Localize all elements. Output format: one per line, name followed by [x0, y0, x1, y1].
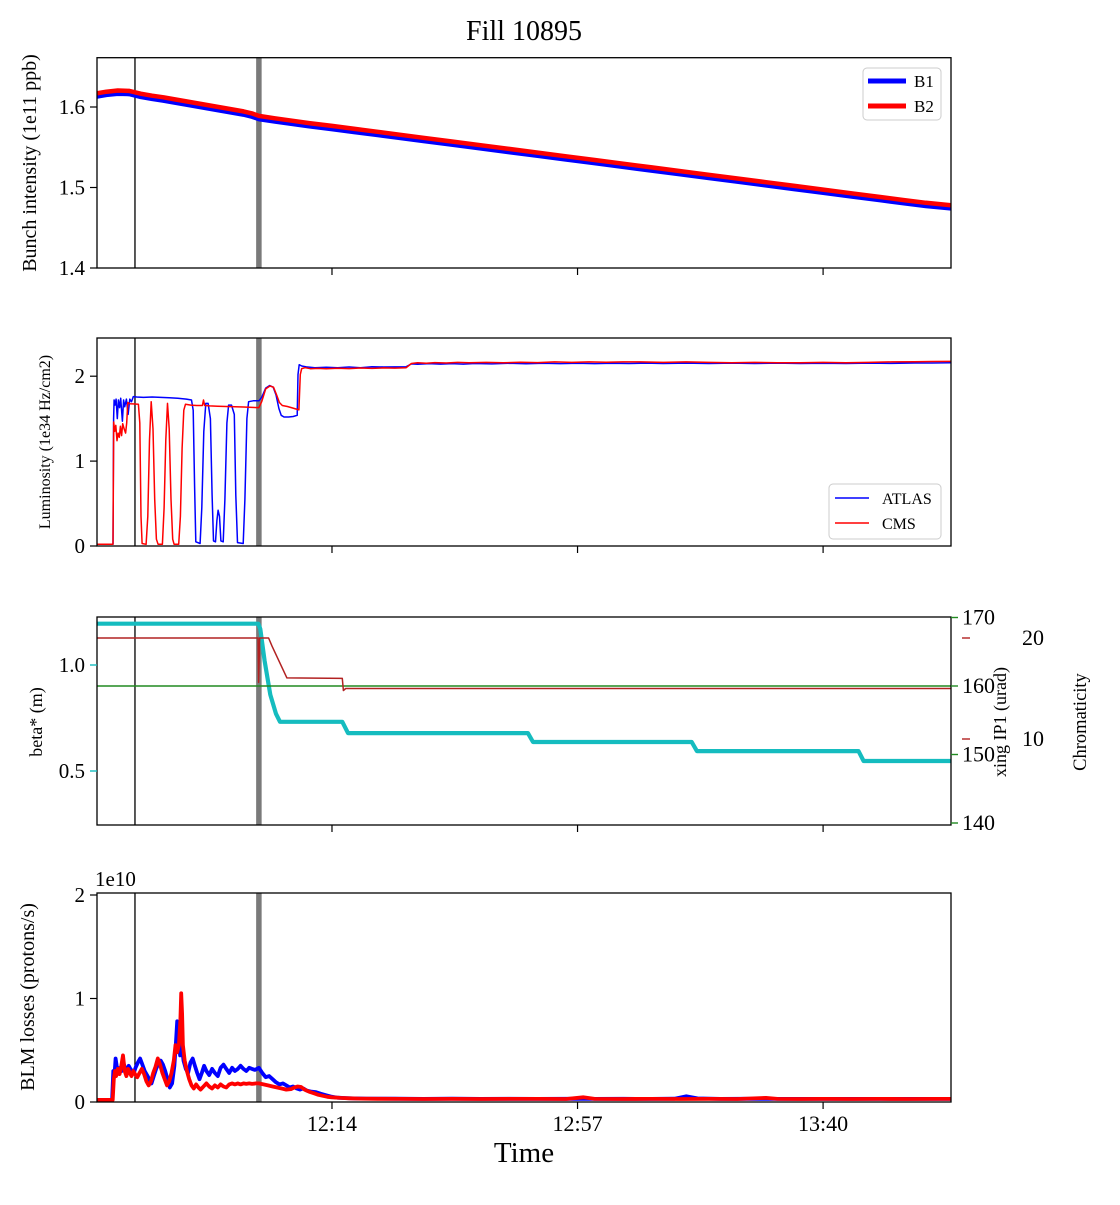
legend-intensity: B1 B2 — [862, 67, 942, 121]
x-tick-label: 13:40 — [798, 1111, 848, 1136]
x-tick-label: 12:57 — [552, 1111, 602, 1136]
y-tick-label-blm: 2 — [75, 883, 86, 907]
plot-frame-luminosity — [96, 337, 952, 547]
x-axis-label: Time — [494, 1137, 554, 1169]
x-tick-label: 12:14 — [307, 1111, 357, 1136]
y-tick-label-xing: 170 — [962, 605, 995, 630]
event-vlines — [134, 57, 262, 1102]
y-tick-label-xing: 150 — [962, 742, 995, 767]
legend-label-b2: B2 — [914, 97, 934, 116]
legend-label-atlas: ATLAS — [882, 491, 932, 508]
ylabel-xing-ip1: xing IP1 (urad) — [990, 667, 1011, 777]
series-B1 — [97, 91, 951, 211]
y-tick-label-beta: 1.0 — [59, 653, 85, 677]
chart-title: Fill 10895 — [466, 16, 582, 47]
legend-luminosity: ATLAS CMS — [828, 483, 942, 540]
legend-label-b1: B1 — [914, 72, 934, 91]
y-tick-label-blm: 0 — [75, 1090, 86, 1114]
y-tick-label-blm: 1 — [75, 987, 86, 1011]
ylabel-luminosity: Luminosity (1e34 Hz/cm2) — [37, 355, 54, 529]
series-ATLAS — [97, 362, 951, 546]
series-beta_star — [97, 621, 951, 764]
data-series — [97, 88, 951, 1102]
series-BLM_B2 — [97, 991, 951, 1102]
y-tick-label-xing: 160 — [962, 673, 995, 698]
y-tick-label-chroma: 20 — [1022, 625, 1044, 650]
y-tick-label-beta: 0.5 — [59, 759, 85, 783]
ylabel-intensity: Bunch intensity (1e11 ppb) — [19, 54, 41, 272]
ylabel-blm: BLM losses (protons/s) — [17, 903, 39, 1091]
legend-label-cms: CMS — [882, 516, 916, 533]
y-tick-label-xing: 140 — [962, 810, 995, 835]
series-B2 — [97, 88, 951, 208]
series-CMS — [97, 360, 951, 546]
y-tick-label-luminosity: 0 — [75, 534, 86, 558]
plot-frame-optics — [96, 616, 952, 826]
y-tick-label-intensity: 1.5 — [59, 176, 85, 200]
y-tick-label-intensity: 1.4 — [59, 256, 86, 280]
series-chromaticity — [97, 637, 951, 692]
y-tick-label-chroma: 10 — [1022, 726, 1044, 751]
y-tick-label-intensity: 1.6 — [59, 95, 85, 119]
y-tick-label-luminosity: 2 — [75, 364, 86, 388]
offset-label-1e10: 1e10 — [95, 867, 136, 891]
ylabel-chromaticity: Chromaticity — [1071, 672, 1091, 770]
y-tick-label-luminosity: 1 — [75, 449, 86, 473]
ylabel-beta-star: beta* (m) — [26, 687, 47, 756]
axes-ticks: 12:14 12:57 13:401.41.51.60120120.51.01401… — [59, 95, 1044, 1136]
axes-frames — [96, 57, 952, 1103]
plot-frame-blm — [96, 892, 952, 1103]
plot-frame-intensity — [96, 57, 952, 269]
